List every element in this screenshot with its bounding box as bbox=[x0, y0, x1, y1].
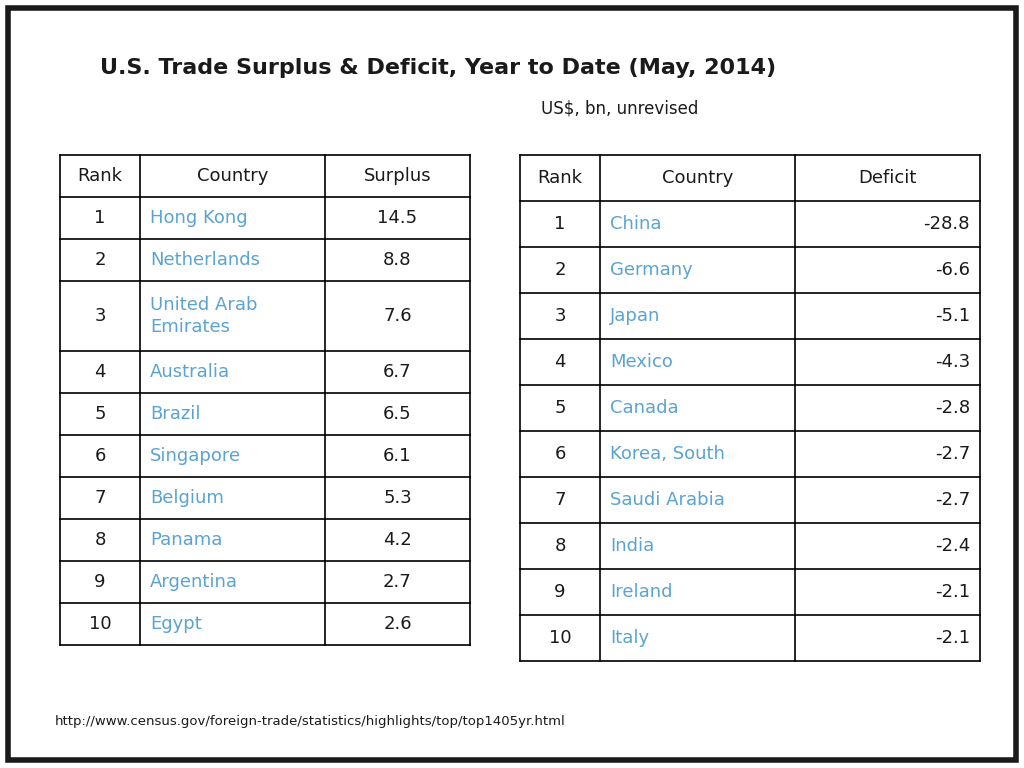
Text: 4.2: 4.2 bbox=[383, 531, 412, 549]
Text: Country: Country bbox=[662, 169, 733, 187]
Text: US$, bn, unrevised: US$, bn, unrevised bbox=[542, 99, 698, 117]
Text: 2: 2 bbox=[94, 251, 105, 269]
Text: Argentina: Argentina bbox=[150, 573, 238, 591]
Text: 14.5: 14.5 bbox=[378, 209, 418, 227]
Text: 3: 3 bbox=[554, 307, 565, 325]
Text: United Arab
Emirates: United Arab Emirates bbox=[150, 296, 257, 336]
Text: 9: 9 bbox=[94, 573, 105, 591]
Text: -2.7: -2.7 bbox=[935, 445, 970, 463]
Text: Rank: Rank bbox=[538, 169, 583, 187]
Text: 6.1: 6.1 bbox=[383, 447, 412, 465]
Text: Brazil: Brazil bbox=[150, 405, 201, 423]
Text: 4: 4 bbox=[94, 363, 105, 381]
Text: Country: Country bbox=[197, 167, 268, 185]
Text: -6.6: -6.6 bbox=[935, 261, 970, 279]
Text: Mexico: Mexico bbox=[610, 353, 673, 371]
Text: Surplus: Surplus bbox=[364, 167, 431, 185]
Text: 8: 8 bbox=[94, 531, 105, 549]
Text: 2: 2 bbox=[554, 261, 565, 279]
Text: Netherlands: Netherlands bbox=[150, 251, 260, 269]
Text: 8.8: 8.8 bbox=[383, 251, 412, 269]
Text: Deficit: Deficit bbox=[858, 169, 916, 187]
Text: -2.1: -2.1 bbox=[935, 583, 970, 601]
Text: 1: 1 bbox=[554, 215, 565, 233]
Text: India: India bbox=[610, 537, 654, 555]
Text: 7: 7 bbox=[94, 489, 105, 507]
Text: 1: 1 bbox=[94, 209, 105, 227]
Text: -2.4: -2.4 bbox=[935, 537, 970, 555]
Text: 5: 5 bbox=[94, 405, 105, 423]
Text: -5.1: -5.1 bbox=[935, 307, 970, 325]
Text: Germany: Germany bbox=[610, 261, 693, 279]
Text: Japan: Japan bbox=[610, 307, 660, 325]
Text: 10: 10 bbox=[89, 615, 112, 633]
Text: Singapore: Singapore bbox=[150, 447, 241, 465]
Text: Rank: Rank bbox=[78, 167, 123, 185]
Text: Australia: Australia bbox=[150, 363, 230, 381]
Text: Panama: Panama bbox=[150, 531, 222, 549]
Text: 5: 5 bbox=[554, 399, 565, 417]
Text: -2.7: -2.7 bbox=[935, 491, 970, 509]
Text: Canada: Canada bbox=[610, 399, 679, 417]
Text: Saudi Arabia: Saudi Arabia bbox=[610, 491, 725, 509]
Text: -4.3: -4.3 bbox=[935, 353, 970, 371]
Text: -2.8: -2.8 bbox=[935, 399, 970, 417]
Text: Hong Kong: Hong Kong bbox=[150, 209, 248, 227]
Text: 7: 7 bbox=[554, 491, 565, 509]
Text: Korea, South: Korea, South bbox=[610, 445, 725, 463]
Text: 6.5: 6.5 bbox=[383, 405, 412, 423]
Text: 10: 10 bbox=[549, 629, 571, 647]
Text: 3: 3 bbox=[94, 307, 105, 325]
Text: 9: 9 bbox=[554, 583, 565, 601]
Text: -28.8: -28.8 bbox=[924, 215, 970, 233]
Text: 2.7: 2.7 bbox=[383, 573, 412, 591]
Text: http://www.census.gov/foreign-trade/statistics/highlights/top/top1405yr.html: http://www.census.gov/foreign-trade/stat… bbox=[55, 716, 565, 729]
Text: Ireland: Ireland bbox=[610, 583, 673, 601]
Text: 2.6: 2.6 bbox=[383, 615, 412, 633]
Text: U.S. Trade Surplus & Deficit, Year to Date (May, 2014): U.S. Trade Surplus & Deficit, Year to Da… bbox=[100, 58, 776, 78]
Text: Italy: Italy bbox=[610, 629, 649, 647]
Text: 6: 6 bbox=[554, 445, 565, 463]
Text: 6: 6 bbox=[94, 447, 105, 465]
Text: -2.1: -2.1 bbox=[935, 629, 970, 647]
Text: 5.3: 5.3 bbox=[383, 489, 412, 507]
Text: 6.7: 6.7 bbox=[383, 363, 412, 381]
Text: Egypt: Egypt bbox=[150, 615, 202, 633]
Text: China: China bbox=[610, 215, 662, 233]
Text: Belgium: Belgium bbox=[150, 489, 224, 507]
Text: 7.6: 7.6 bbox=[383, 307, 412, 325]
Text: 8: 8 bbox=[554, 537, 565, 555]
Text: 4: 4 bbox=[554, 353, 565, 371]
